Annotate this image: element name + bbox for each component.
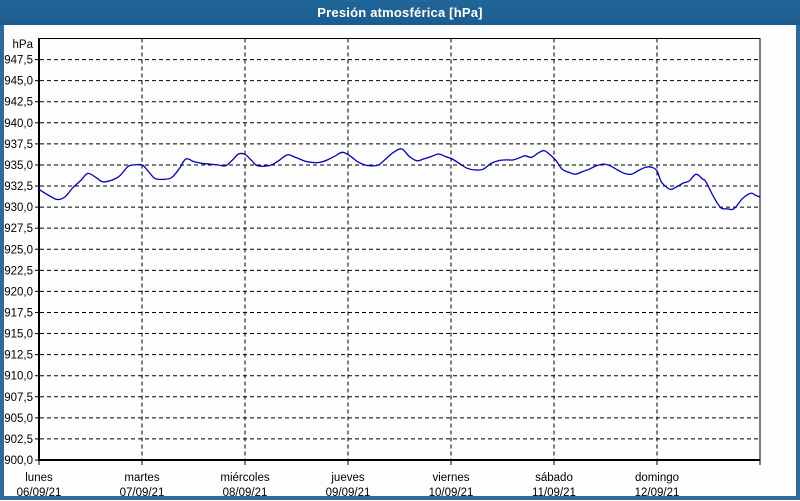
y-axis-label: 927,5 <box>4 223 33 235</box>
y-axis-label: 925,0 <box>4 244 33 256</box>
y-axis-label: 920,0 <box>4 286 33 298</box>
pressure-series-line <box>38 148 761 211</box>
y-axis-label: 935,0 <box>4 160 33 172</box>
y-axis-unit-label: hPa <box>13 39 34 51</box>
chart-area: 947,5 945,0 942,5 940,0 937,5 935,0 932,5 930,0… <box>4 25 796 499</box>
y-axis-label: 922,5 <box>4 265 33 277</box>
y-axis-label: 932,5 <box>4 181 33 193</box>
x-axis-day-label: domingo <box>635 472 679 484</box>
y-axis-label: 910,0 <box>4 371 33 383</box>
x-axis-day-label: viernes <box>432 472 469 484</box>
x-axis-date-label: 07/09/21 <box>120 487 165 496</box>
x-axis-date-label: 09/09/21 <box>326 487 371 496</box>
y-axis-label: 902,5 <box>4 434 33 446</box>
y-axis-label: 907,5 <box>4 392 33 404</box>
y-axis-label: 905,0 <box>4 413 33 425</box>
y-axis-label: 942,5 <box>4 97 33 109</box>
y-axis-label: 915,0 <box>4 329 33 341</box>
y-axis-label: 947,5 <box>4 55 33 67</box>
x-axis-day-label: miércoles <box>220 472 269 484</box>
chart-title: Presión atmosférica [hPa] <box>317 5 483 20</box>
y-axis-label: 912,5 <box>4 350 33 362</box>
y-axis-label: 937,5 <box>4 139 33 151</box>
pressure-chart: 947,5 945,0 942,5 940,0 937,5 935,0 932,5 930,0… <box>4 38 761 499</box>
y-axis-label: 945,0 <box>4 76 33 88</box>
y-axis-label: 917,5 <box>4 307 33 319</box>
x-axis-day-label: sábado <box>535 472 573 484</box>
y-axis-label: 900,0 <box>4 455 33 467</box>
y-axis-label: 930,0 <box>4 202 33 214</box>
x-axis-date-label: 08/09/21 <box>223 487 268 496</box>
x-axis-day-label: lunes <box>25 472 53 484</box>
x-axis-date-label: 11/09/21 <box>532 487 576 496</box>
x-axis-date-label: 12/09/21 <box>635 487 680 496</box>
y-axis-label: 940,0 <box>4 118 33 130</box>
x-axis-date-label: 10/09/21 <box>429 487 474 496</box>
x-axis-date-label: 06/09/21 <box>17 487 62 496</box>
x-axis-day-label: jueves <box>330 472 364 484</box>
x-axis-day-label: martes <box>124 472 159 484</box>
title-bar: Presión atmosférica [hPa] <box>0 0 800 25</box>
